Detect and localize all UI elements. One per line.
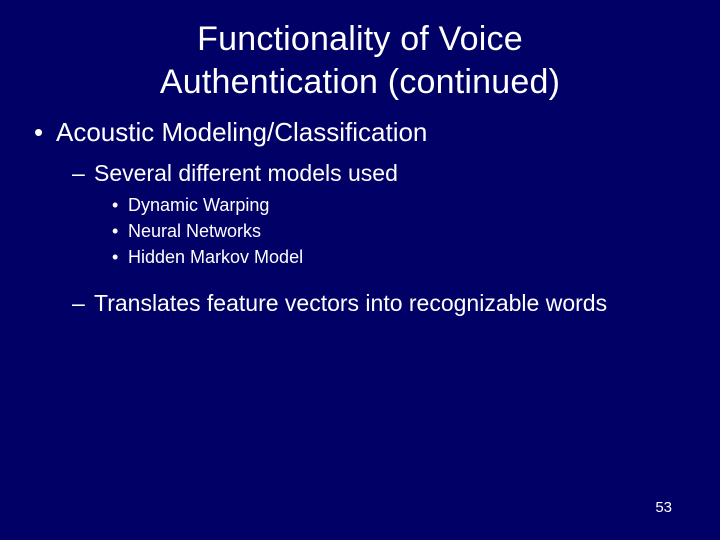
bullet-text: Acoustic Modeling/Classification bbox=[56, 117, 427, 147]
bullet-text: Several different models used bbox=[94, 160, 398, 186]
slide-title: Functionality of Voice Authentication (c… bbox=[0, 0, 720, 103]
bullet-text: Dynamic Warping bbox=[128, 195, 269, 215]
bullet-lvl1: Acoustic Modeling/Classification bbox=[32, 117, 688, 148]
bullet-lvl3: Dynamic Warping bbox=[32, 195, 688, 216]
bullet-lvl2: Several different models used bbox=[32, 160, 688, 187]
title-line-1: Functionality of Voice bbox=[197, 20, 523, 58]
bullet-lvl3: Hidden Markov Model bbox=[32, 247, 688, 268]
bullet-text: Translates feature vectors into recogniz… bbox=[94, 290, 607, 316]
page-number: 53 bbox=[655, 499, 672, 516]
bullet-text: Hidden Markov Model bbox=[128, 247, 303, 267]
slide: Functionality of Voice Authentication (c… bbox=[0, 0, 720, 540]
slide-body: Acoustic Modeling/Classification Several… bbox=[0, 103, 720, 317]
bullet-text: Neural Networks bbox=[128, 221, 261, 241]
bullet-lvl3: Neural Networks bbox=[32, 221, 688, 242]
bullet-lvl2: Translates feature vectors into recogniz… bbox=[32, 290, 688, 317]
title-line-2: Authentication (continued) bbox=[160, 63, 560, 101]
